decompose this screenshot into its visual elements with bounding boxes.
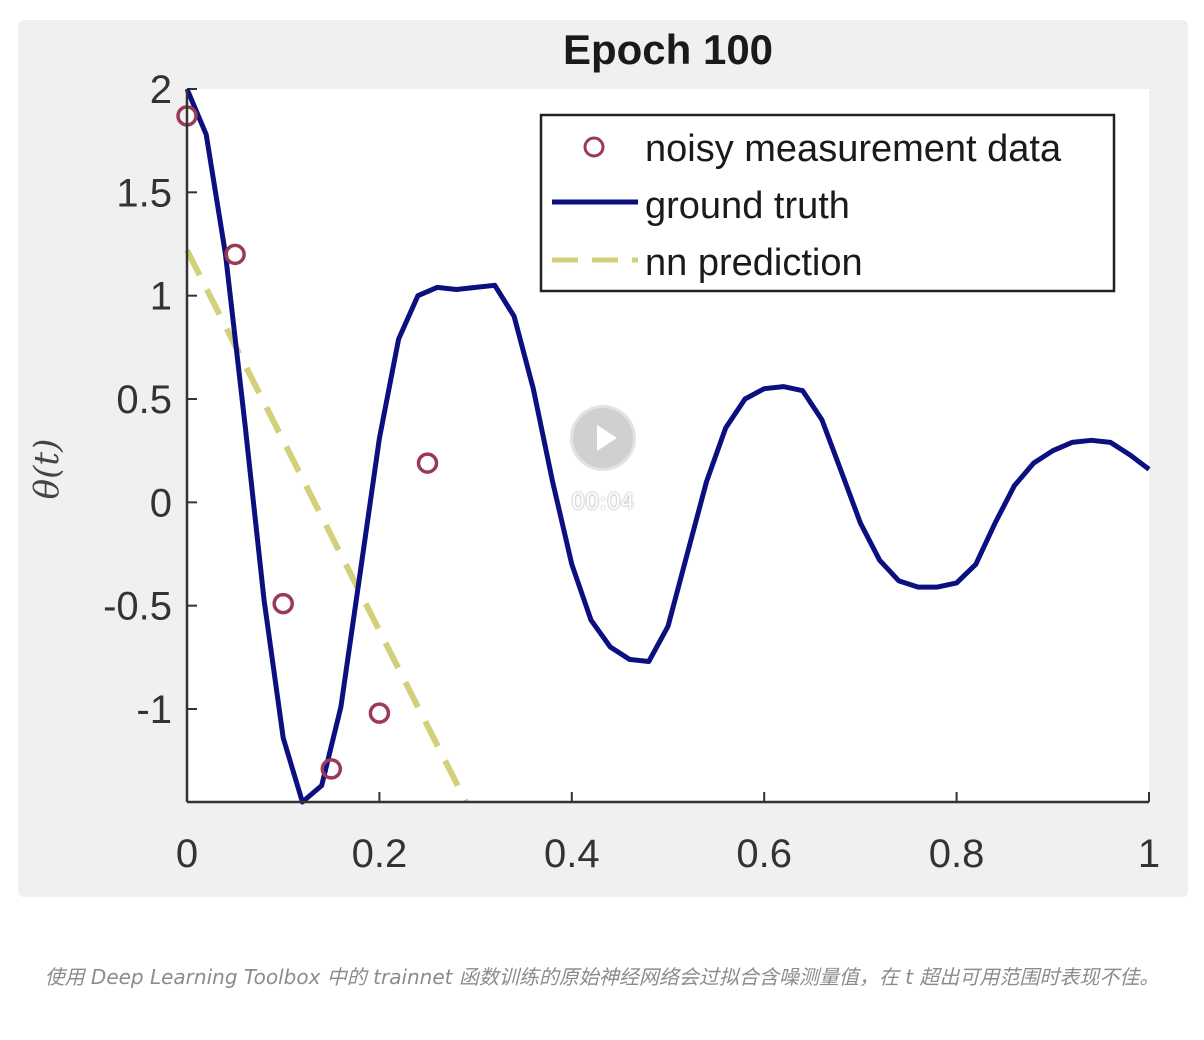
x-tick-label: 0 [176,832,198,876]
x-tick-label: 1 [1138,832,1160,876]
measurement-point [272,592,294,615]
x-tick-label: 0.4 [544,832,600,876]
y-tick-label: -1 [136,688,172,732]
x-tick-label: 0.8 [929,832,985,876]
y-axis-label: θ(t) [27,439,67,500]
legend-label-ground-truth: ground truth [645,185,850,227]
legend: noisy measurement data ground truth nn p… [539,113,1116,293]
figure-caption: 使用 Deep Learning Toolbox 中的 trainnet 函数训… [44,965,1160,989]
legend-marker-measurement [583,136,605,158]
measurement-point [224,243,246,266]
video-player[interactable]: Epoch 100 0 0.2 0.4 0.6 0.8 1 2 1.5 1 0.5 0 -0.5 -1 … [18,20,1188,897]
ground-truth-line [184,88,1151,805]
video-time: 00:04 [571,490,635,515]
x-tick-label: 0.2 [352,832,408,876]
x-tick-label: 0.6 [736,832,792,876]
measurement-point [368,702,391,724]
y-tick-label: 1 [150,275,172,319]
play-button[interactable] [570,405,636,471]
legend-label-nn-prediction: nn prediction [645,242,863,284]
chart: Epoch 100 0 0.2 0.4 0.6 0.8 121.510.50-0.5-1 … [27,26,1160,876]
y-tick-label: 2 [150,68,172,112]
y-tick-label: 0 [150,481,172,525]
measurement-point [320,758,343,780]
legend-label-measurement: noisy measurement data [645,128,1062,170]
y-tick-label: 0.5 [116,378,172,422]
measurement-point [416,452,439,474]
play-icon [597,425,617,451]
y-tick-label: -0.5 [103,585,172,629]
chart-title: Epoch 100 [563,26,773,73]
y-tick-label: 1.5 [116,171,172,215]
